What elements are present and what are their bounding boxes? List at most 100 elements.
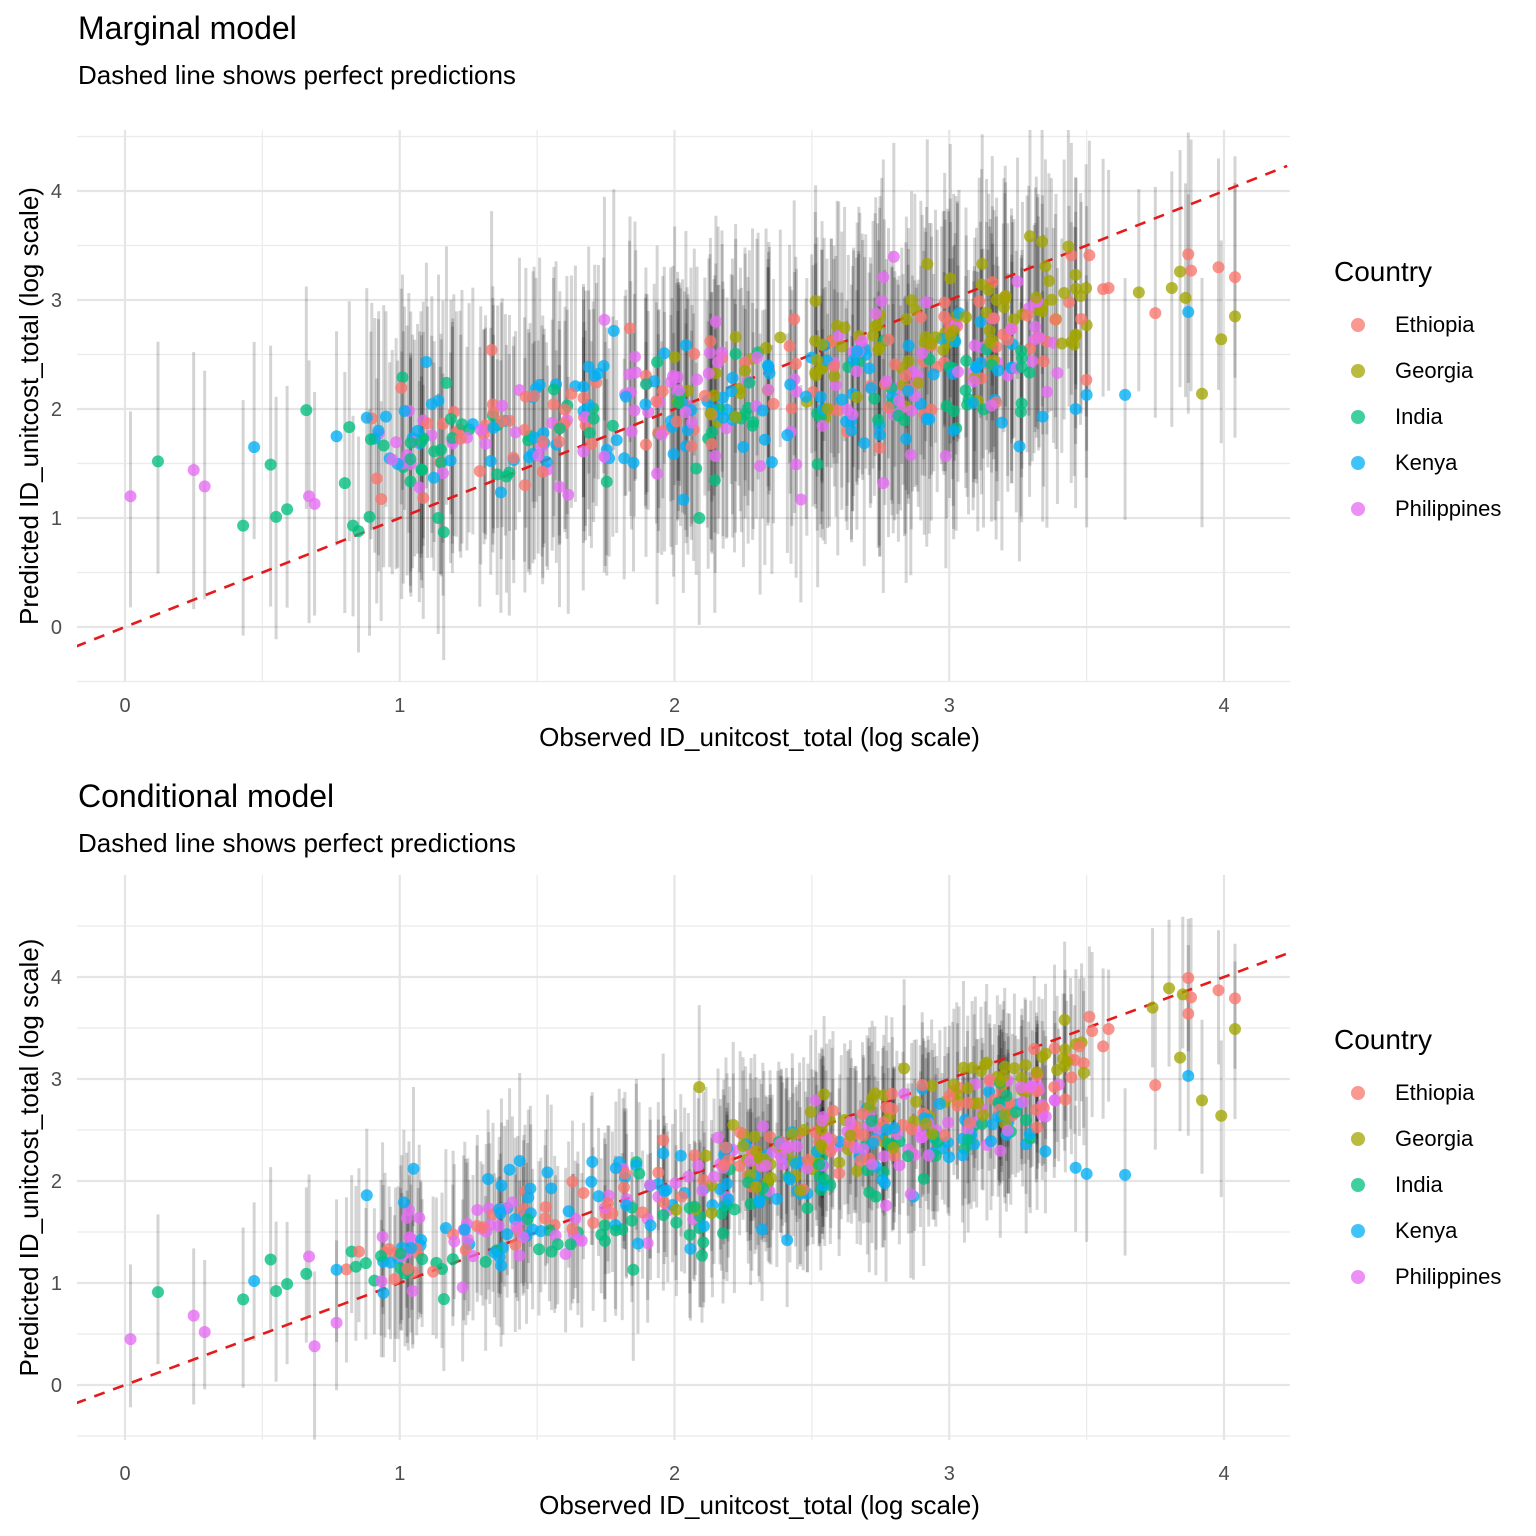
data-point-georgia: [835, 340, 848, 353]
x-tick-label: 2: [669, 1463, 680, 1485]
data-point-india: [892, 409, 905, 422]
data-point-india: [697, 1236, 710, 1249]
data-point-georgia: [910, 1095, 923, 1108]
data-point-kenya: [878, 1177, 891, 1190]
data-point-kenya: [933, 1097, 946, 1110]
data-point-kenya: [667, 447, 680, 460]
data-point-ethiopia: [1077, 1057, 1090, 1070]
legend-item-india: India: [1334, 1162, 1501, 1208]
data-point-ethiopia: [536, 465, 549, 478]
data-point-india: [551, 1238, 564, 1251]
data-point-ethiopia: [657, 1134, 670, 1147]
data-point-ethiopia: [882, 401, 895, 414]
data-point-georgia: [1196, 1094, 1209, 1107]
legend-item-ethiopia: Ethiopia: [1334, 302, 1501, 348]
data-point-philippines: [880, 1199, 893, 1212]
y-axis-title: Predicted ID_unitcost_total (log scale): [14, 187, 44, 625]
data-point-georgia: [833, 1156, 846, 1169]
data-point-ethiopia: [704, 335, 717, 348]
data-point-ethiopia: [688, 1149, 701, 1162]
data-point-philippines: [905, 404, 918, 417]
data-point-philippines: [510, 1220, 523, 1233]
data-point-india: [606, 419, 619, 432]
data-point-ethiopia: [1083, 249, 1096, 262]
data-point-india: [708, 474, 721, 487]
data-point-ethiopia: [963, 1116, 976, 1129]
data-point-ethiopia: [833, 1167, 846, 1180]
data-point-india: [553, 422, 566, 435]
data-point-philippines: [967, 375, 980, 388]
data-point-philippines: [406, 1284, 419, 1297]
y-tick-label: 1: [51, 508, 62, 530]
x-tick-label: 4: [1218, 1463, 1229, 1485]
data-point-georgia: [1039, 260, 1052, 273]
data-point-philippines: [124, 490, 137, 503]
data-point-philippines: [474, 424, 487, 437]
data-point-ethiopia: [577, 391, 590, 404]
data-point-india: [801, 1202, 814, 1215]
data-point-ethiopia: [1030, 1103, 1043, 1116]
data-point-kenya: [657, 1147, 670, 1160]
data-point-india: [868, 392, 881, 405]
data-point-ethiopia: [507, 451, 520, 464]
data-point-kenya: [1182, 305, 1195, 318]
data-point-philippines: [816, 419, 829, 432]
data-point-philippines: [644, 1179, 657, 1192]
data-point-india: [728, 1203, 741, 1216]
data-point-philippines: [655, 428, 668, 441]
data-point-ethiopia: [1149, 307, 1162, 320]
data-point-georgia: [809, 294, 822, 307]
x-tick-label: 1: [394, 695, 405, 717]
data-point-ethiopia: [1001, 333, 1014, 346]
data-point-kenya: [495, 1179, 508, 1192]
data-point-philippines: [1039, 1110, 1052, 1123]
data-point-philippines: [562, 488, 575, 501]
data-point-philippines: [791, 1140, 804, 1153]
data-point-philippines: [682, 1170, 695, 1183]
data-point-georgia: [905, 294, 918, 307]
legend-item-kenya: Kenya: [1334, 1208, 1501, 1254]
legend-item-ethiopia: Ethiopia: [1334, 1070, 1501, 1116]
data-point-georgia: [693, 1081, 706, 1094]
x-tick-label: 0: [119, 695, 130, 717]
conditional-model-plot: 0 1 2 3 4 0 1 2 3 4 Observed ID_unitcost_total (lo…: [14, 875, 1290, 1520]
data-point-ethiopia: [518, 479, 531, 492]
legend-item-georgia: Georgia: [1334, 1116, 1501, 1162]
legend-key-icon: [1351, 456, 1365, 470]
data-point-philippines: [330, 1316, 343, 1329]
data-point-ethiopia: [427, 1265, 440, 1278]
data-point-kenya: [784, 378, 797, 391]
data-point-ethiopia: [988, 312, 1001, 325]
data-point-philippines: [1014, 1081, 1027, 1094]
data-point-ethiopia: [1086, 1025, 1099, 1038]
data-point-kenya: [493, 1203, 506, 1216]
data-point-india: [414, 436, 427, 449]
data-point-india: [547, 383, 560, 396]
data-point-kenya: [781, 1234, 794, 1247]
data-point-kenya: [610, 434, 623, 447]
data-point-kenya: [995, 416, 1008, 429]
data-point-ethiopia: [547, 398, 560, 411]
data-point-kenya: [900, 432, 913, 445]
data-point-ethiopia: [417, 491, 430, 504]
data-point-georgia: [998, 1108, 1011, 1121]
data-point-philippines: [686, 416, 699, 429]
data-point-india: [651, 356, 664, 369]
data-point-philippines: [679, 406, 692, 419]
data-point-ethiopia: [1048, 1081, 1061, 1094]
data-point-india: [455, 418, 468, 431]
data-point-india: [706, 426, 719, 439]
data-point-kenya: [762, 360, 775, 373]
legend-label: Kenya: [1395, 450, 1458, 475]
data-point-india: [715, 1207, 728, 1220]
data-point-ethiopia: [539, 1212, 552, 1225]
data-point-ethiopia: [1049, 313, 1062, 326]
data-point-georgia: [957, 1061, 970, 1074]
data-point-georgia: [1146, 1001, 1159, 1014]
data-point-philippines: [308, 1340, 321, 1353]
data-point-india: [1015, 397, 1028, 410]
legend-label: Ethiopia: [1395, 1080, 1475, 1105]
data-point-ethiopia: [536, 435, 549, 448]
data-point-india: [375, 1249, 388, 1262]
data-point-ethiopia: [938, 1129, 951, 1142]
